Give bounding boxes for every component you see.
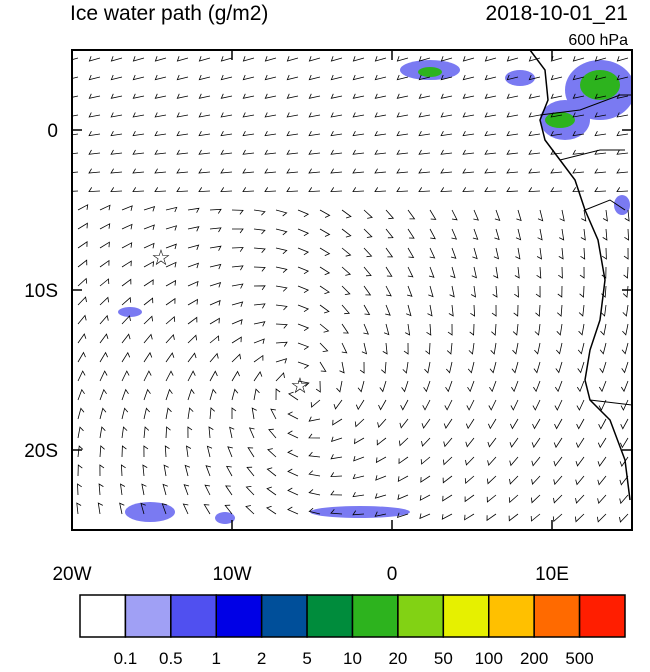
lon-label: 20W	[52, 564, 91, 585]
title: Ice water path (g/m2)	[70, 2, 268, 25]
level: 600 hPa	[568, 32, 628, 49]
lat-label: 20S	[24, 441, 58, 462]
lon-label: 10W	[212, 564, 251, 585]
color-box	[306, 594, 354, 638]
colorbar-label: 0.1	[114, 649, 138, 667]
colorbar-label: 10	[343, 649, 362, 667]
colorbar-label: 20	[388, 649, 407, 667]
star-marker: ☆	[290, 373, 310, 398]
lat-label: 10S	[24, 281, 58, 302]
colorbar-label: 100	[475, 649, 503, 667]
lon-label: 10E	[535, 564, 569, 585]
colorbar-label: 5	[302, 649, 311, 667]
colorbar-label: 1	[212, 649, 221, 667]
color-box	[260, 594, 308, 638]
colorbar-label: 500	[565, 649, 593, 667]
lat-label: 0	[47, 121, 58, 142]
color-box	[488, 594, 535, 638]
color-box	[533, 594, 581, 638]
axes: 20W 10W 0 10E 0 10S 20S	[24, 50, 632, 585]
map-area: ☆ ☆	[72, 50, 632, 524]
star-marker: ☆	[151, 245, 171, 270]
color-box	[397, 594, 445, 638]
color-box	[170, 594, 217, 638]
colorbar-label: 2	[257, 649, 266, 667]
lon-label: 0	[387, 564, 398, 585]
colorbar-label: 200	[520, 649, 548, 667]
colorbar: 0.1 0.5 1 2 5 10 20 50 100 200 500	[79, 594, 626, 668]
wind-barbs	[72, 56, 630, 523]
color-box	[124, 594, 172, 638]
color-box	[442, 594, 490, 638]
colorbar-label: 50	[434, 649, 453, 667]
colorbar-label: 0.5	[159, 649, 183, 667]
color-box	[351, 594, 399, 638]
color-box	[79, 594, 127, 638]
color-box	[578, 594, 626, 638]
borders	[539, 94, 632, 406]
color-box	[215, 594, 263, 638]
time: 2018-10-01_21	[486, 2, 628, 25]
coastline	[529, 50, 631, 501]
ice-cloud	[118, 60, 632, 524]
